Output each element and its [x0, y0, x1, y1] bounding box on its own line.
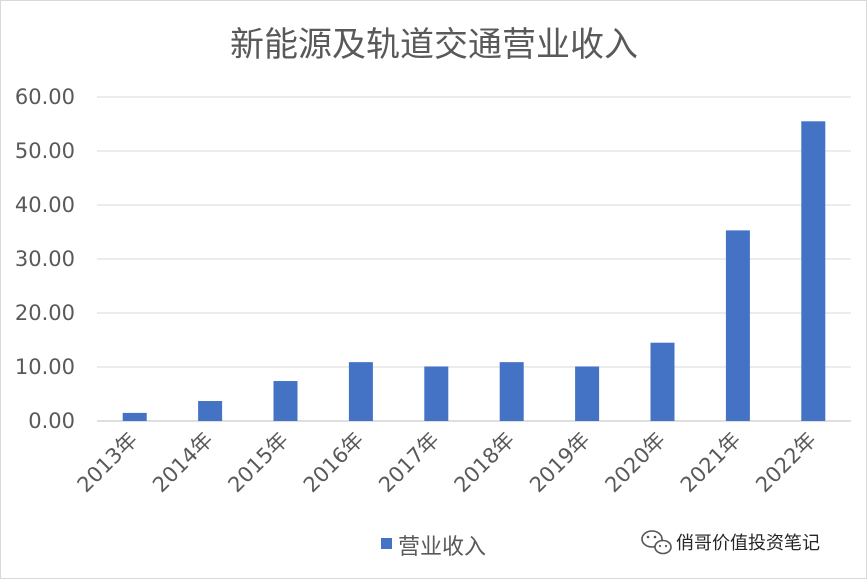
x-axis-ticks: 2013年 2014年 2015年 2016年 2017年 2018年 2019年 2020年… — [73, 428, 821, 498]
bar — [424, 366, 449, 421]
y-tick-label: 50.00 — [15, 139, 75, 163]
bar — [122, 412, 147, 421]
bar — [801, 121, 826, 422]
gridlines — [97, 96, 851, 422]
legend: 营业收入 — [381, 535, 486, 560]
wechat-icon — [641, 530, 672, 555]
y-tick-label: 20.00 — [15, 301, 75, 325]
x-tick-label: 2018年 — [450, 428, 520, 498]
watermark: 俏哥价值投资笔记 — [641, 530, 820, 555]
bar — [725, 230, 750, 421]
legend-swatch — [381, 538, 392, 549]
bar — [499, 362, 524, 421]
x-tick-label: 2014年 — [148, 428, 218, 498]
y-axis-ticks: 0.00 10.00 20.00 30.00 40.00 50.00 60.00 — [15, 85, 75, 433]
y-tick-label: 60.00 — [15, 85, 75, 109]
x-tick-label: 2020年 — [600, 428, 670, 498]
x-tick-label: 2016年 — [299, 428, 369, 498]
bar — [650, 342, 675, 421]
bar — [348, 362, 373, 421]
y-tick-label: 40.00 — [15, 193, 75, 217]
x-tick-label: 2017年 — [374, 428, 444, 498]
watermark-text: 俏哥价值投资笔记 — [676, 533, 820, 554]
y-tick-label: 0.00 — [28, 409, 75, 433]
x-tick-label: 2015年 — [223, 428, 293, 498]
y-tick-label: 10.00 — [15, 355, 75, 379]
chart-title: 新能源及轨道交通营业收入 — [230, 25, 638, 65]
x-tick-label: 2019年 — [525, 428, 595, 498]
legend-label: 营业收入 — [398, 535, 486, 560]
x-tick-label: 2021年 — [676, 428, 746, 498]
bar — [575, 366, 600, 421]
bar — [198, 401, 223, 421]
bar-series — [122, 121, 826, 422]
x-tick-label: 2022年 — [751, 428, 821, 498]
bar — [273, 381, 298, 421]
x-tick-label: 2013年 — [73, 428, 143, 498]
y-tick-label: 30.00 — [15, 247, 75, 271]
